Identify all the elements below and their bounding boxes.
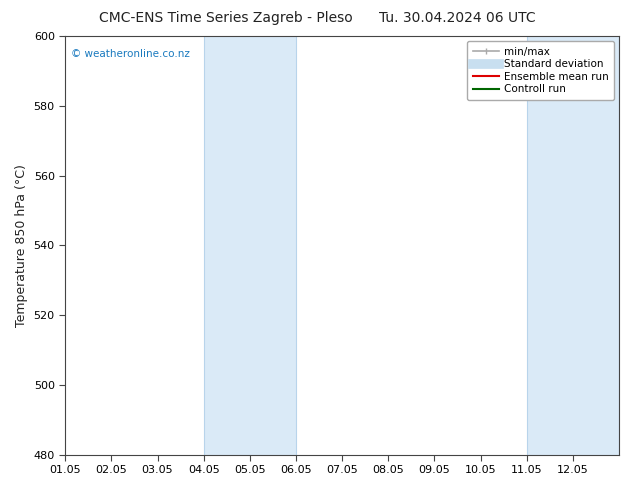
Text: CMC-ENS Time Series Zagreb - Pleso      Tu. 30.04.2024 06 UTC: CMC-ENS Time Series Zagreb - Pleso Tu. 3… bbox=[99, 11, 535, 25]
Bar bbox=[527, 36, 619, 455]
Bar bbox=[204, 36, 296, 455]
Legend: min/max, Standard deviation, Ensemble mean run, Controll run: min/max, Standard deviation, Ensemble me… bbox=[467, 41, 614, 99]
Text: © weatheronline.co.nz: © weatheronline.co.nz bbox=[71, 49, 190, 59]
Y-axis label: Temperature 850 hPa (°C): Temperature 850 hPa (°C) bbox=[15, 164, 28, 327]
